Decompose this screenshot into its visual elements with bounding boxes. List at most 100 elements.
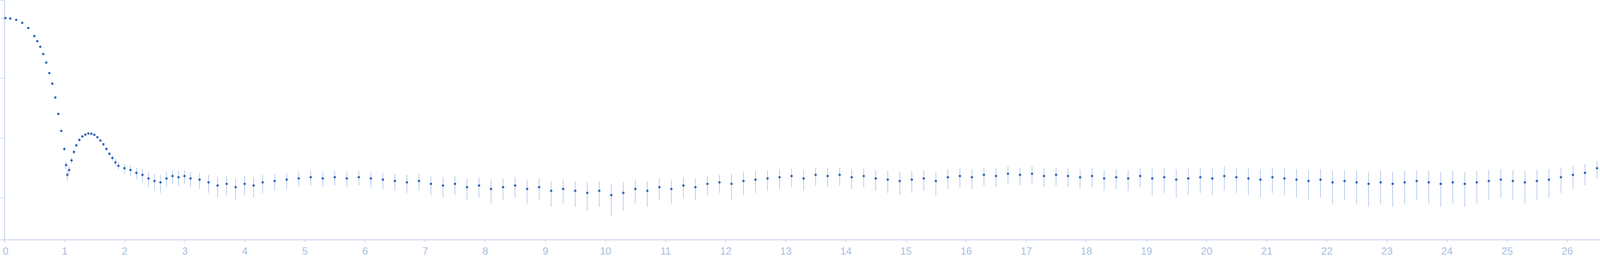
x-tick-label: 15 [900,245,912,257]
x-tick: 13 [780,239,792,257]
x-tick: 23 [1380,239,1393,257]
x-tick-mark [545,239,546,243]
x-tick-label: 9 [542,245,549,257]
point [165,176,168,180]
point [153,179,156,183]
point [1391,182,1394,186]
error-bar [971,169,973,189]
x-tick-mark [965,239,967,243]
point [537,185,541,189]
error-bar [1500,169,1502,198]
y-tick-mark [0,197,5,198]
error-bar [1584,164,1585,186]
point [1199,175,1202,179]
error-bar [406,175,408,194]
point [1090,174,1094,177]
point [562,187,565,191]
point [42,52,45,56]
point [64,163,68,167]
x-tick-label: 22 [1321,245,1333,257]
point [4,16,7,20]
error-bar [863,168,865,188]
x-tick-mark [1025,239,1027,243]
error-bar [1356,170,1357,204]
error-bar [1560,167,1561,193]
x-tick-label: 14 [840,245,852,257]
error-bar [1464,172,1466,207]
point [207,181,211,184]
point [183,174,186,177]
error-bar [1476,170,1478,204]
point [171,174,174,177]
error-bar [1428,170,1430,204]
x-axis: 0123456789101112131415161718192021222324… [3,239,1600,257]
error-bar [286,172,288,189]
error-bar [538,178,540,201]
point [574,189,577,192]
x-tick-mark [1566,239,1568,243]
point [742,179,745,183]
y-tick-mark [0,137,5,139]
error-bar [244,175,245,195]
point [84,133,87,136]
error-bar [418,173,420,191]
error-bar [382,172,384,189]
point [15,18,18,22]
error-bar [851,169,853,189]
point [9,17,12,20]
point [862,174,865,177]
point [1295,178,1298,182]
point [141,173,144,177]
x-tick: 14 [840,239,852,257]
x-tick-label: 21 [1261,245,1273,257]
point [417,179,421,183]
point [441,184,445,187]
x-tick-label: 12 [720,245,732,257]
x-tick-mark [1146,239,1147,243]
x-tick-mark [785,239,787,243]
error-bar [1079,169,1081,189]
point [1535,179,1539,183]
error-bar [1235,167,1237,193]
point [1475,181,1478,184]
point [1235,175,1238,179]
point [1127,176,1130,180]
point [525,187,529,191]
point [754,178,757,182]
x-tick-label: 0 [3,245,9,257]
point [102,143,105,146]
x-tick-mark [845,239,847,243]
point [36,39,39,43]
error-bar [1344,169,1345,201]
error-bar [1320,169,1321,198]
point [622,191,625,195]
point [766,176,770,180]
error-bar [658,178,660,201]
point [117,164,120,168]
point [682,184,685,187]
error-bar [454,175,456,195]
error-bar [731,173,732,201]
point [51,82,54,85]
point [345,176,348,180]
x-tick-label: 11 [660,245,671,257]
point [57,112,60,115]
point [634,187,637,191]
error-bar [199,172,200,189]
point [1030,172,1034,176]
error-bar [1127,169,1129,191]
point [922,176,925,180]
point [21,21,24,25]
y-axis [0,0,5,241]
x-tick-mark [725,239,727,243]
x-tick-mark [665,239,667,243]
error-bar [1115,169,1117,189]
point [1283,176,1286,180]
point [273,179,276,183]
point [357,175,360,179]
point [1571,173,1575,177]
error-bar [1368,172,1369,207]
error-bar [911,170,913,194]
x-tick-label: 24 [1441,245,1453,257]
x-tick-mark [244,239,246,243]
